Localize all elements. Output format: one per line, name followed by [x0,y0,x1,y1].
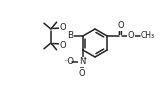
Text: O: O [60,40,66,50]
Text: B: B [67,31,73,40]
Text: ⁻O: ⁻O [64,58,75,67]
Text: N: N [79,58,85,67]
Text: O: O [118,22,124,31]
Text: +: + [83,56,87,61]
Text: CH₃: CH₃ [141,31,155,40]
Text: O: O [128,31,134,40]
Text: O: O [60,22,66,32]
Text: O: O [79,68,85,77]
